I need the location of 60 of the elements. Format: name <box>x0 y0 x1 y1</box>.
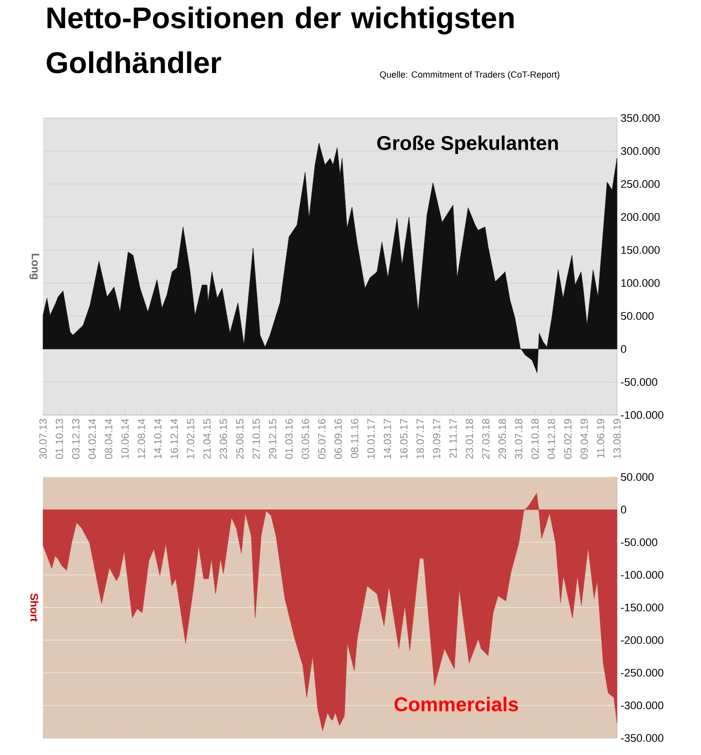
x-tick-label: 16.12.14 <box>170 418 178 458</box>
x-tick-label: 01.10.13 <box>56 418 64 459</box>
y-tick-label: -100.000 <box>621 411 664 419</box>
y-tick-label: 100.000 <box>621 279 660 287</box>
y-tick-label: -250.000 <box>621 668 664 677</box>
x-tick-label: 02.10.18 <box>531 418 539 459</box>
source-note: Quelle: Commitment of Traders (CoT-Report) <box>380 71 560 80</box>
x-tick-label: 08.04.14 <box>104 418 112 459</box>
x-tick-label: 11.06.19 <box>596 419 604 458</box>
y-tick-label: 200.000 <box>621 213 660 221</box>
y-tick-label: 300.000 <box>620 147 660 155</box>
x-tick-label: 29.05.18 <box>498 418 506 459</box>
x-tick-label: 06.09.16 <box>334 418 342 459</box>
x-tick-label: 21.11.17 <box>449 419 457 458</box>
x-tick-label: 05.02.19 <box>564 419 572 459</box>
x-tick-label: 23.06.15 <box>220 418 228 459</box>
x-tick-label: 14.03.17 <box>384 419 392 458</box>
x-tick-label: 12.08.14 <box>138 418 146 458</box>
x-tick-label: 31.07.18 <box>514 418 522 459</box>
x-tick-label: 30.07.13 <box>39 418 47 459</box>
x-tick-label: 03.05.16 <box>302 418 310 459</box>
y-axis-title: Short <box>30 594 38 622</box>
x-tick-label: 25.08.15 <box>236 418 244 459</box>
y-tick-label: 250.000 <box>621 180 660 188</box>
x-tick-label: 18.07.17 <box>416 419 424 458</box>
x-tick-label: 10.06.14 <box>121 418 129 458</box>
y-tick-label: 350.000 <box>620 114 660 122</box>
y-tick-label: -350.000 <box>621 734 664 742</box>
y-tick-label: 0 <box>620 345 626 353</box>
y-tick-label: 0 <box>620 506 626 514</box>
x-tick-label: 04.02.14 <box>88 418 96 459</box>
x-tick-label: 03.12.13 <box>72 418 80 459</box>
x-tick-label: 21.04.15 <box>203 418 211 459</box>
x-tick-label: 10.01.17 <box>367 419 375 458</box>
y-tick-label: -300.000 <box>621 702 664 710</box>
y-tick-label: -150.000 <box>621 604 664 612</box>
y-tick-label: 50.000 <box>620 312 654 320</box>
x-tick-label: 27.10.15 <box>252 418 260 459</box>
x-tick-label: 01.03.16 <box>285 418 293 459</box>
series-label: Commercials <box>394 696 518 712</box>
x-tick-label: 13.08.19 <box>613 419 621 458</box>
x-tick-label: 14.10.14 <box>154 418 162 458</box>
y-tick-label: 50.000 <box>620 473 654 481</box>
x-tick-label: 19.09.17 <box>432 419 440 458</box>
y-tick-label: -100.000 <box>621 571 664 579</box>
x-tick-label: 04.12.18 <box>548 418 556 459</box>
x-tick-label: 27.03.18 <box>482 418 490 459</box>
x-tick-label: 09.04.19 <box>580 419 588 459</box>
y-tick-label: -50.000 <box>621 378 658 386</box>
x-tick-label: 08.11.16 <box>350 418 358 458</box>
y-tick-label: -50.000 <box>621 538 658 546</box>
x-tick-label: 17.02.15 <box>186 418 194 458</box>
y-tick-label: -200.000 <box>621 636 664 644</box>
y-axis-title: Long <box>29 254 40 280</box>
x-tick-label: 23.01.18 <box>466 418 474 459</box>
x-tick-label: 29.12.15 <box>268 418 276 459</box>
x-tick-label: 05.07.16 <box>318 418 326 459</box>
x-tick-label: 16.05.17 <box>400 419 408 458</box>
y-tick-label: 150.000 <box>621 246 660 254</box>
series-label: Große Spekulanten <box>377 135 558 154</box>
